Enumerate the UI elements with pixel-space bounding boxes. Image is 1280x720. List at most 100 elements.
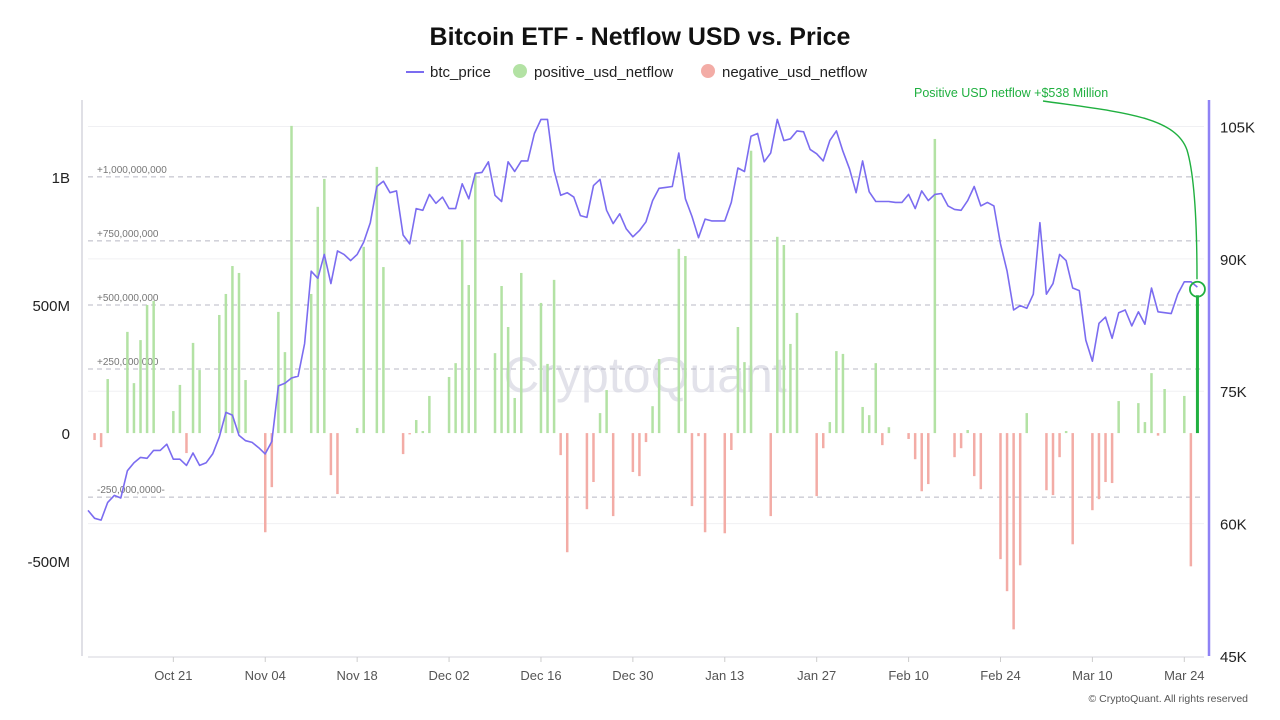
- negative-netflow-bar: [93, 433, 96, 441]
- positive-netflow-bar: [218, 314, 221, 434]
- positive-netflow-bar: [933, 138, 937, 434]
- negative-netflow-bar: [907, 433, 910, 439]
- negative-netflow-bar: [1156, 433, 1160, 436]
- legend-label: positive_usd_netflow: [534, 64, 673, 81]
- positive-netflow-bar: [677, 248, 681, 434]
- x-tick-label: Feb 24: [980, 668, 1020, 683]
- positive-netflow-bar: [1150, 373, 1153, 434]
- negative-netflow-bar: [1005, 433, 1009, 592]
- left-axis-tick-label: 1B: [52, 170, 70, 187]
- positive-netflow-bar: [198, 370, 201, 434]
- legend-item-positive-usd-netflow[interactable]: positive_usd_netflow: [513, 64, 673, 81]
- positive-netflow-bar: [598, 413, 602, 434]
- left-axis-tick-label: 0: [62, 426, 70, 443]
- right-axis-tick-label: 105K: [1220, 119, 1255, 136]
- chart-title: Bitcoin ETF - Netflow USD vs. Price: [430, 23, 851, 51]
- negative-netflow-bar: [270, 433, 274, 488]
- positive-netflow-bar: [231, 266, 234, 434]
- x-tick-label: Mar 10: [1072, 668, 1112, 683]
- negative-netflow-bar: [1091, 433, 1094, 511]
- positive-netflow-bar: [874, 363, 878, 434]
- positive-netflow-bar: [467, 284, 471, 434]
- positive-netflow-bar: [743, 362, 746, 434]
- negative-netflow-bar: [1189, 433, 1193, 567]
- negative-netflow-bar: [1051, 433, 1055, 496]
- positive-netflow-bar: [835, 351, 838, 434]
- positive-netflow-bar: [382, 267, 385, 434]
- annotation-text: Positive USD netflow +$538 Million: [914, 86, 1108, 100]
- negative-netflow-bar: [1104, 433, 1107, 483]
- positive-netflow-bar: [520, 272, 523, 434]
- negative-netflow-bar: [611, 433, 615, 517]
- positive-netflow-bar: [861, 406, 864, 434]
- positive-netflow-bar: [493, 353, 497, 434]
- positive-netflow-bar: [460, 239, 464, 434]
- positive-netflow-bar: [828, 422, 832, 434]
- positive-netflow-bar: [605, 390, 608, 434]
- right-axis-tick-label: 75K: [1220, 384, 1247, 401]
- negative-netflow-bar: [769, 433, 772, 517]
- positive-netflow-bar: [1163, 389, 1166, 434]
- negative-netflow-bar: [559, 433, 562, 456]
- x-tick-label: Dec 02: [428, 668, 469, 683]
- negative-netflow-bar: [565, 433, 569, 553]
- negative-netflow-bar: [638, 433, 641, 477]
- positive-netflow-bar: [776, 236, 779, 434]
- x-tick-label: Oct 21: [154, 668, 192, 683]
- left-axis-tick-label: 500M: [32, 298, 70, 315]
- positive-netflow-bar: [546, 363, 549, 434]
- negative-netflow-bar: [979, 433, 983, 490]
- negative-netflow-bar: [631, 433, 635, 473]
- positive-netflow-bar: [309, 293, 313, 434]
- legend-label: btc_price: [430, 64, 491, 81]
- negative-netflow-bar: [927, 433, 930, 485]
- positive-netflow-bar: [290, 125, 293, 434]
- negative-netflow-bar: [99, 433, 103, 448]
- positive-netflow-bar: [1117, 401, 1120, 434]
- positive-netflow-bar: [191, 342, 195, 434]
- positive-netflow-bar: [106, 379, 109, 434]
- positive-netflow-bar: [421, 431, 425, 434]
- negative-netflow-bar: [1071, 433, 1074, 545]
- positive-netflow-bar: [1195, 295, 1199, 434]
- positive-netflow-bar: [145, 304, 149, 434]
- negative-netflow-bar: [1012, 433, 1015, 630]
- gridlines: [88, 125, 1204, 525]
- negative-netflow-bar: [1110, 433, 1114, 484]
- negative-netflow-bar: [953, 433, 956, 458]
- legend-label: negative_usd_netflow: [722, 64, 867, 81]
- negative-netflow-bar: [336, 433, 339, 495]
- x-tick-label: Dec 30: [612, 668, 653, 683]
- positive-netflow-bar: [1137, 403, 1140, 434]
- legend-item-negative-usd-netflow[interactable]: negative_usd_netflow: [701, 64, 867, 81]
- positive-netflow-bar: [428, 395, 431, 434]
- negative-netflow-bar: [999, 433, 1002, 560]
- positive-netflow-bar: [1064, 431, 1068, 434]
- negative-netflow-bar: [185, 433, 188, 454]
- positive-netflow-bar: [178, 384, 182, 434]
- btc-price-line: [87, 118, 1198, 521]
- negative-netflow-bar: [329, 433, 333, 476]
- negative-netflow-bar: [972, 433, 976, 477]
- positive-netflow-bar: [795, 312, 799, 434]
- positive-netflow-bar: [283, 352, 287, 434]
- positive-netflow-bar: [454, 363, 457, 434]
- annotation: Positive USD netflow +$538 Million: [914, 86, 1206, 298]
- reference-line-label: +500,000,000: [97, 293, 159, 304]
- negative-netflow-bar: [697, 433, 700, 437]
- positive-netflow-bar: [474, 173, 477, 434]
- negative-netflow-bar: [913, 433, 917, 460]
- right-axis-tick-label: 90K: [1220, 252, 1247, 269]
- axes: 105K 90K 75K 60K 45K 1B 500M 0 -500M Oct 21 Nov 04…: [27, 100, 1255, 683]
- x-tick-label: Jan 13: [705, 668, 744, 683]
- positive-netflow-bar: [539, 302, 543, 434]
- positive-netflow-bar: [375, 166, 379, 434]
- positive-netflow-bar: [651, 406, 654, 434]
- positive-netflow-bar: [323, 178, 326, 434]
- negative-netflow-bar: [959, 433, 963, 449]
- negative-netflow-bar: [1097, 433, 1101, 500]
- legend-item-btc-price[interactable]: btc_price: [406, 64, 491, 81]
- positive-netflow-bar: [966, 430, 969, 434]
- positive-netflow-bar: [736, 327, 740, 434]
